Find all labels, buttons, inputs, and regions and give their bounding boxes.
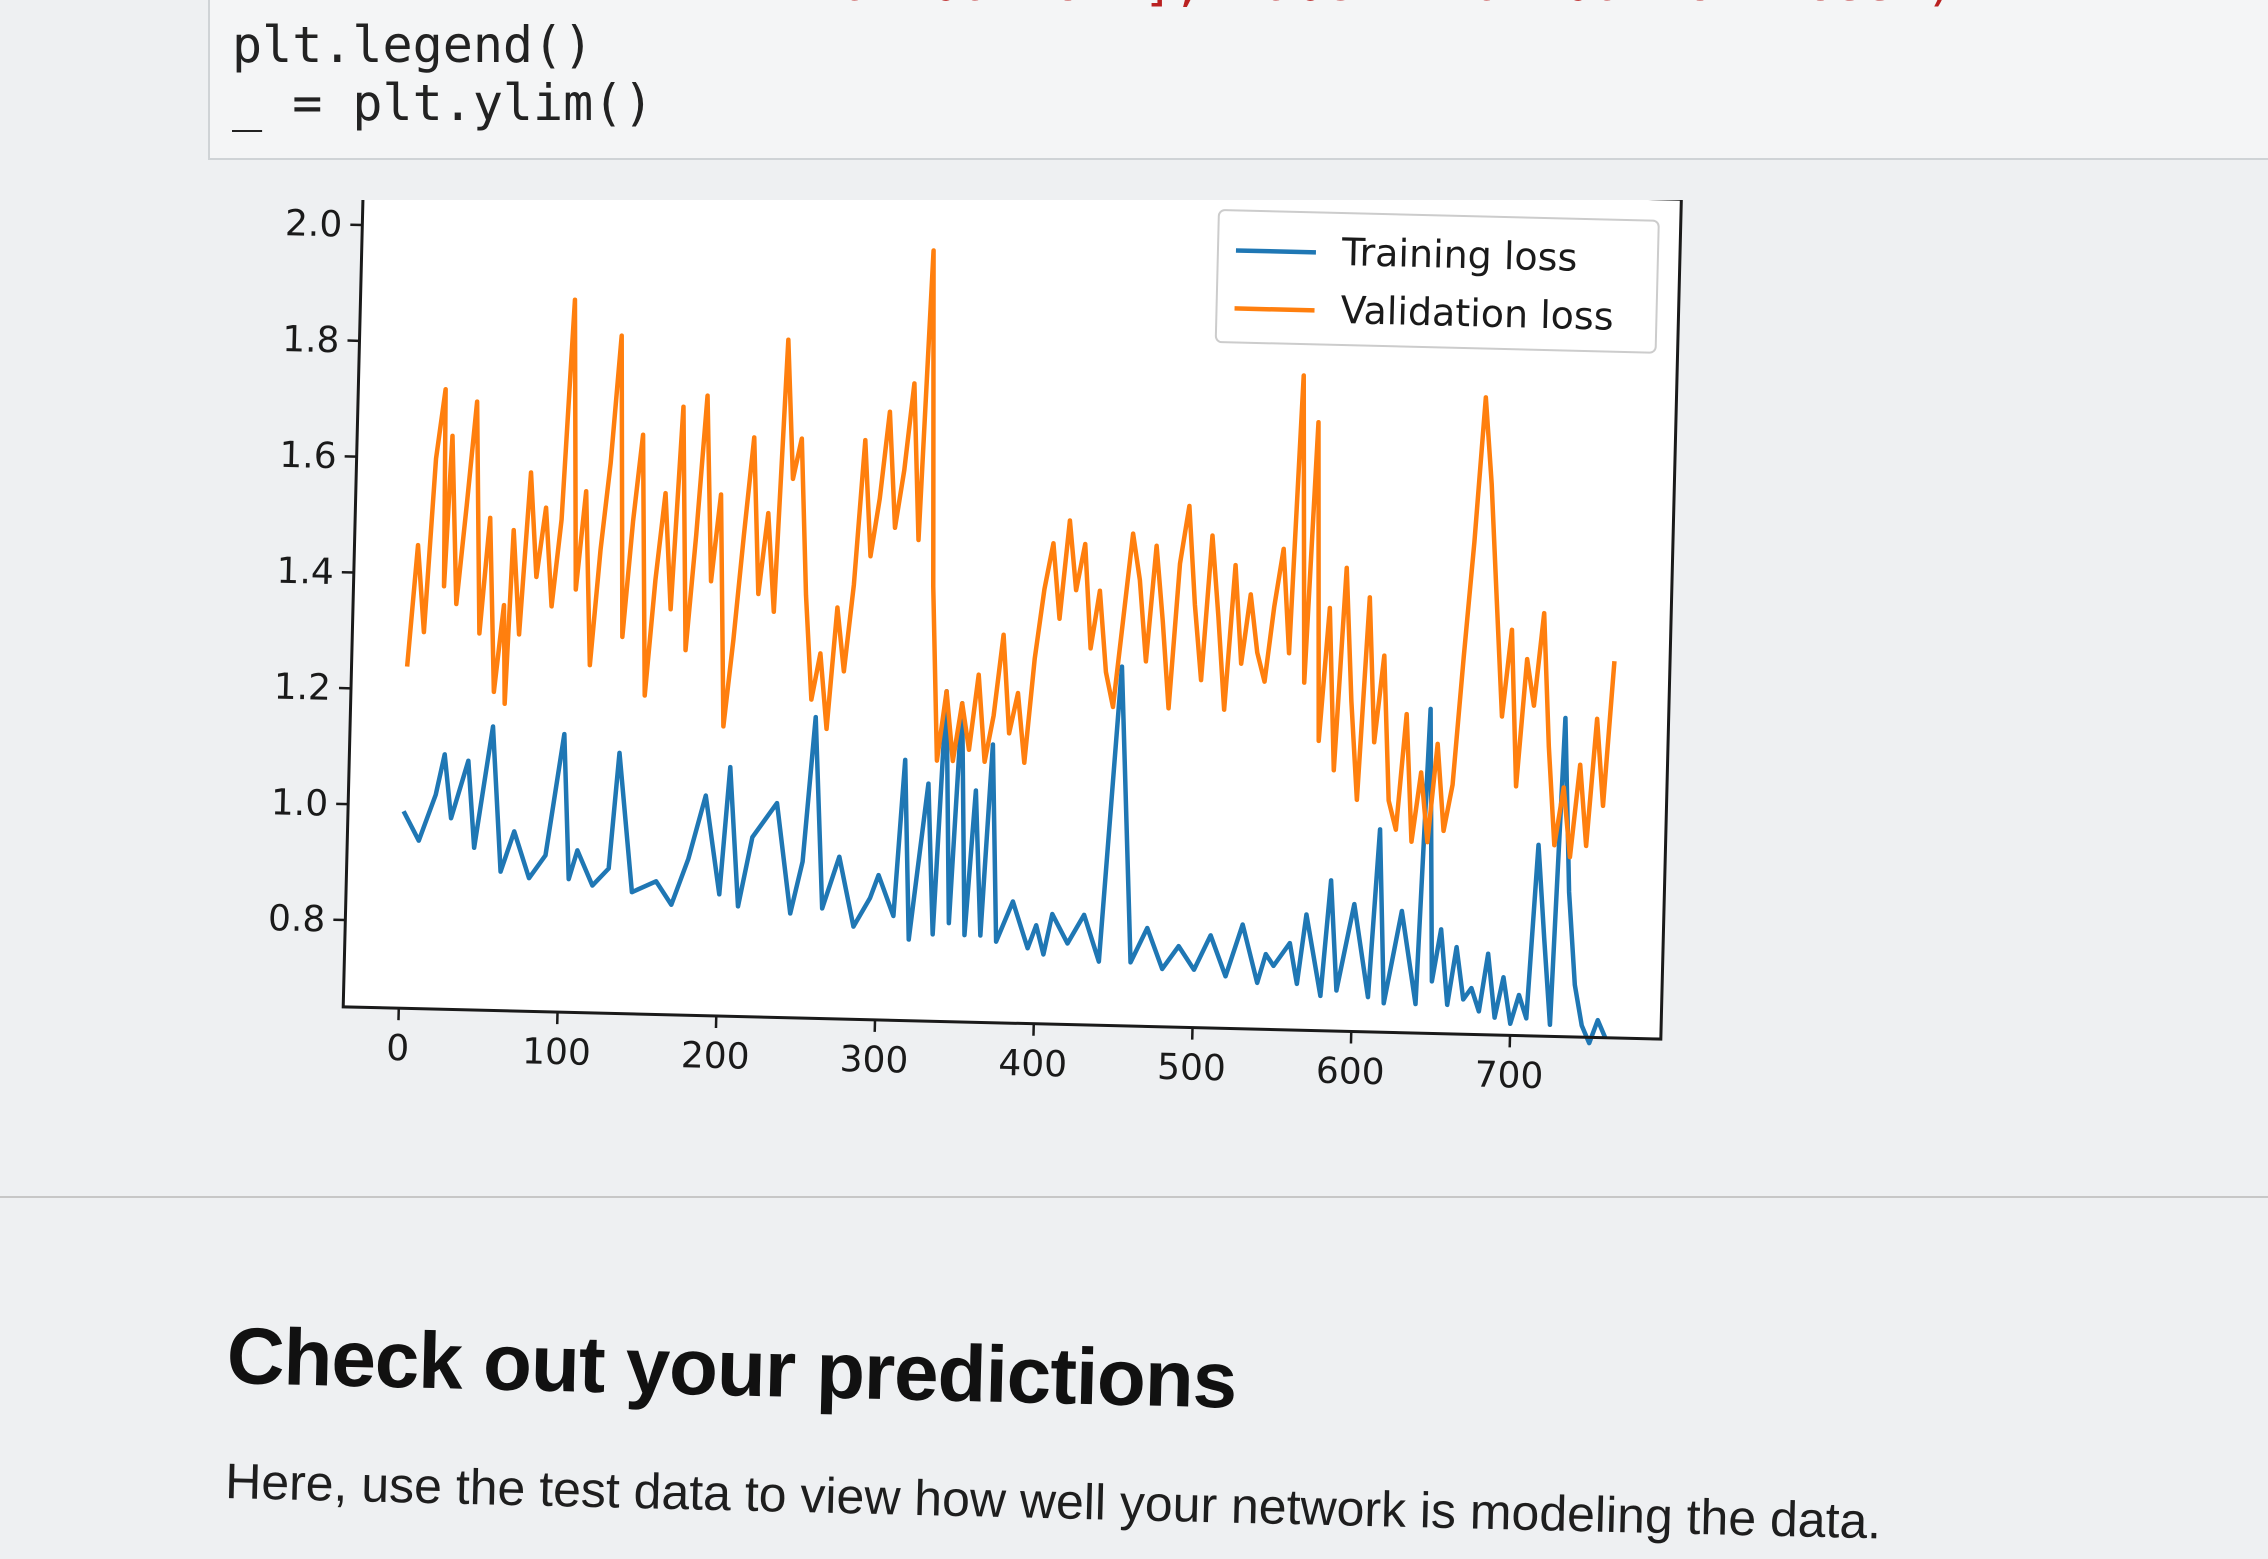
y-tick-label: 1.2 xyxy=(273,666,331,708)
y-tick-label: 2.0 xyxy=(285,203,343,245)
y-tick-label: 0.8 xyxy=(268,898,326,940)
legend-label: Training loss xyxy=(1340,230,1577,280)
loss-chart: 0 100 200 300 400 500 600 700 0.8 1.0 1.2 1.4 1.6 1.8… xyxy=(268,165,1683,1098)
x-tick-label: 100 xyxy=(522,1031,592,1074)
y-tick-label: 1.4 xyxy=(276,551,334,593)
section-heading: Check out your predictions xyxy=(225,1310,1238,1425)
code-line-2: plt.legend() xyxy=(232,16,594,74)
code-line-3: _ = plt.ylim() xyxy=(232,74,654,132)
x-tick-label: 300 xyxy=(839,1039,909,1082)
code-string-label: validation'], label='validation loss') xyxy=(812,0,1956,12)
section-paragraph: Here, use the test data to view how well… xyxy=(224,1452,1882,1550)
y-tick-label: 1.8 xyxy=(282,319,340,361)
x-tick-label: 600 xyxy=(1315,1051,1385,1094)
legend-box xyxy=(1214,209,1660,354)
x-tick-label: 0 xyxy=(386,1028,410,1070)
legend-swatch xyxy=(1235,248,1316,255)
legend-swatch xyxy=(1234,306,1315,313)
y-tick-label: 1.6 xyxy=(279,435,337,477)
x-tick-label: 400 xyxy=(998,1043,1068,1086)
y-tick-label: 1.0 xyxy=(270,782,328,824)
code-cell[interactable]: validation'], label='validation loss') p… xyxy=(208,0,2268,160)
legend-label: Validation loss xyxy=(1340,288,1614,339)
plot-background xyxy=(343,167,1682,1040)
cell-divider xyxy=(0,1196,2268,1198)
x-tick-label: 200 xyxy=(680,1035,750,1078)
series-line-training-loss xyxy=(401,664,1608,1046)
x-tick-label: 700 xyxy=(1474,1055,1544,1098)
x-tick-label: 500 xyxy=(1157,1047,1227,1090)
series-line-validation-loss xyxy=(404,248,1617,860)
cell-output: 0 100 200 300 400 500 600 700 0.8 1.0 1.2 1.4 1.6 1.8… xyxy=(208,165,1768,1200)
